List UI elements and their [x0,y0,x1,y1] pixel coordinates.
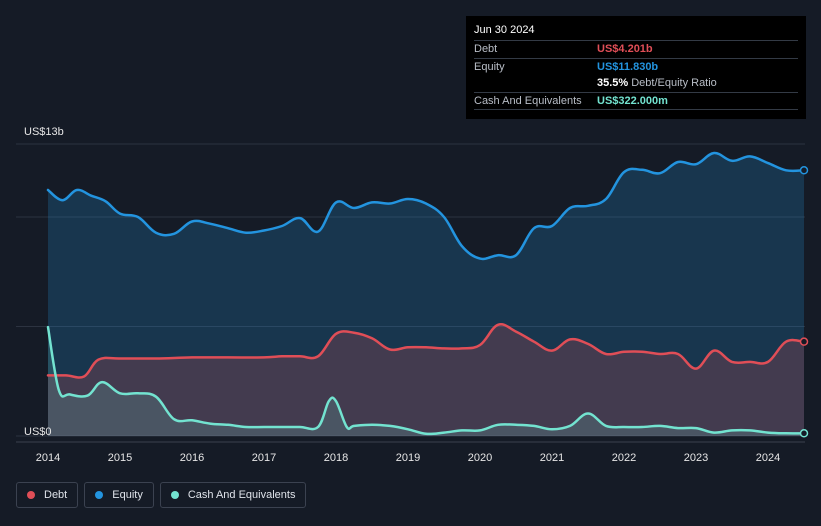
series-end-markers [799,166,809,438]
legend-equity-label: Equity [112,489,143,501]
equity-area [48,152,804,436]
debt-line [46,323,806,379]
x-tick-2024: 2024 [756,452,780,464]
tooltip-debt-value: US$4.201b [597,43,653,56]
tooltip-cash-label: Cash And Equivalents [474,94,582,107]
y-axis-bottom-label: US$0 [24,426,52,438]
x-tick-2015: 2015 [108,452,132,464]
equity-end-marker [799,166,809,175]
legend-debt-label: Debt [44,489,68,501]
series-lines [46,151,806,436]
tooltip-debt-label: Debt [474,43,498,56]
series-areas [48,152,804,436]
tooltip-panel: Jun 30 2024 Debt US$4.201b Equity US$11.… [466,16,806,119]
legend-item-debt[interactable]: Debt [16,482,79,508]
equity-dot-icon [95,491,104,499]
legend-item-equity[interactable]: Equity [84,482,154,508]
x-tick-2023: 2023 [684,452,708,464]
y-axis-top-label: US$13b [24,126,64,138]
tooltip-row-debt: Debt US$4.201b [474,40,798,58]
tooltip-row-ratio: 35.5% Debt/Equity Ratio [474,75,798,92]
x-tick-2022: 2022 [612,452,636,464]
cash-end-marker [799,429,809,438]
x-tick-2017: 2017 [252,452,276,464]
cash-line [46,325,806,436]
x-tick-2020: 2020 [468,452,492,464]
equity-line [46,151,806,261]
tooltip-ratio-value: 35.5% [597,77,629,90]
tooltip-row-cash: Cash And Equivalents US$322.000m [474,91,798,110]
tooltip-row-equity: Equity US$11.830b [474,57,798,76]
x-tick-2021: 2021 [540,452,564,464]
legend-cash-label: Cash And Equivalents [187,489,296,501]
x-tick-2018: 2018 [324,452,348,464]
tooltip-ratio-label: Debt/Equity Ratio [631,77,717,90]
tooltip-equity-label: Equity [474,60,505,73]
x-tick-2019: 2019 [396,452,420,464]
chart-legend: Debt Equity Cash And Equivalents [16,482,307,508]
legend-item-cash[interactable]: Cash And Equivalents [159,482,307,508]
cash-area [48,327,804,436]
tooltip-equity-value: US$11.830b [597,60,659,73]
x-axis-tick-labels: 2014 2015 2016 2017 2018 2019 2020 2021 2022 2023… [36,452,780,464]
debt-end-marker [799,337,809,346]
cash-dot-icon [170,491,179,499]
debt-area [48,324,804,436]
tooltip-date: Jun 30 2024 [474,24,535,36]
debt-dot-icon [27,491,35,499]
x-tick-2016: 2016 [180,452,204,464]
x-tick-2014: 2014 [36,452,60,464]
tooltip-cash-value: US$322.000m [597,94,668,107]
grid-lines [16,143,805,443]
